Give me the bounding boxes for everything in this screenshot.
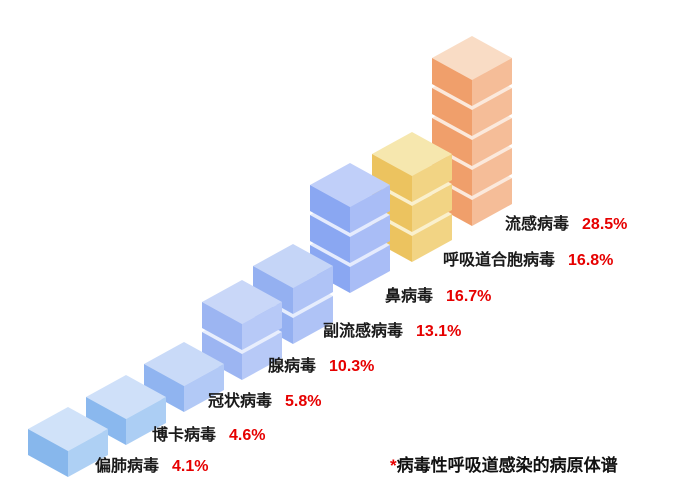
category-label-row: 腺病毒 10.3%: [268, 358, 374, 376]
cube-right-face: [412, 214, 452, 262]
value-label: 16.7%: [446, 288, 492, 305]
cube-right-face: [472, 148, 512, 196]
category-label: 腺病毒: [268, 358, 317, 375]
chart-footnote: *病毒性呼吸道感染的病原体谱: [390, 456, 618, 476]
category-label-row: 鼻病毒 16.7%: [385, 288, 491, 306]
category-label: 偏肺病毒: [95, 458, 160, 475]
cube-left-face: [202, 302, 242, 350]
cube-right-face: [472, 58, 512, 106]
footnote-text: 病毒性呼吸道感染的病原体谱: [396, 456, 618, 475]
value-label: 4.6%: [229, 427, 266, 444]
category-label-row: 副流感病毒 13.1%: [323, 323, 461, 341]
value-label: 4.1%: [172, 458, 209, 475]
cube-left-face: [310, 185, 350, 233]
category-label: 冠状病毒: [208, 393, 273, 410]
category-label: 鼻病毒: [385, 288, 434, 305]
category-label-row: 流感病毒 28.5%: [505, 216, 627, 234]
category-label: 流感病毒: [505, 216, 570, 233]
cube-right-face: [242, 302, 282, 350]
category-label: 副流感病毒: [323, 323, 404, 340]
category-label-row: 博卡病毒 4.6%: [152, 427, 265, 445]
cube-right-face: [472, 118, 512, 166]
value-label: 10.3%: [329, 358, 375, 375]
cube-right-face: [350, 245, 390, 293]
cube-right-face: [472, 88, 512, 136]
cube-left-face: [202, 332, 242, 380]
cube-right-face: [293, 266, 333, 314]
cube-right-face: [350, 215, 390, 263]
cube-left-face: [432, 88, 472, 136]
cube-left-face: [432, 58, 472, 106]
cube-right-face: [412, 184, 452, 232]
cube-right-face: [293, 296, 333, 344]
category-label-row: 呼吸道合胞病毒 16.8%: [443, 252, 613, 270]
cube-right-face: [412, 154, 452, 202]
value-label: 28.5%: [582, 216, 628, 233]
category-label: 呼吸道合胞病毒: [443, 252, 556, 269]
cube-left-face: [372, 154, 412, 202]
cube-left-face: [310, 215, 350, 263]
footnote-asterisk: *: [390, 456, 397, 475]
value-label: 5.8%: [285, 393, 322, 410]
category-label-row: 冠状病毒 5.8%: [208, 393, 321, 411]
value-label: 13.1%: [416, 323, 462, 340]
cube-left-face: [432, 118, 472, 166]
cube-left-face: [86, 397, 126, 445]
category-label-row: 偏肺病毒 4.1%: [95, 458, 208, 476]
cube-right-face: [350, 185, 390, 233]
cube-right-face: [242, 332, 282, 380]
value-label: 16.8%: [568, 252, 614, 269]
cube-left-face: [253, 266, 293, 314]
cube-left-face: [144, 364, 184, 412]
cube-right-face: [184, 364, 224, 412]
cube-right-face: [472, 178, 512, 226]
category-label: 博卡病毒: [152, 427, 217, 444]
cube-right-face: [126, 397, 166, 445]
cube-right-face: [68, 429, 108, 477]
cube-left-face: [28, 429, 68, 477]
